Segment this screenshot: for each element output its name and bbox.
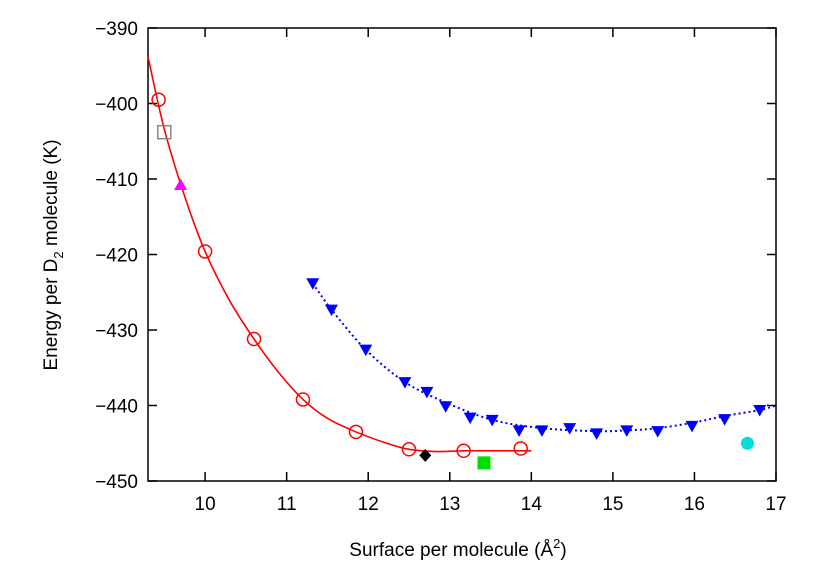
series-9 <box>740 436 754 450</box>
data-point <box>685 420 699 433</box>
data-point <box>563 423 577 435</box>
y-axis-title-prefix: Energy per D <box>41 259 62 371</box>
series-line <box>311 282 777 433</box>
y-axis-title-suffix: molecule (K) <box>41 139 62 251</box>
data-point <box>477 456 491 470</box>
data-point <box>295 392 311 407</box>
x-tick-label: 14 <box>521 494 543 515</box>
axis-ticks: 10 11 12 13 14 15 16 17 −450 −440 −430 −420 −410 −400… <box>95 19 786 515</box>
data-point <box>325 304 339 317</box>
y-tick-label: −420 <box>95 246 138 267</box>
x-tick-label: 12 <box>358 494 379 515</box>
series-5 <box>157 124 172 140</box>
x-axis-title-suffix: ) <box>560 540 566 561</box>
x-tick-label: 16 <box>684 494 705 515</box>
series-1 <box>151 92 528 459</box>
data-point <box>718 414 732 426</box>
data-point <box>401 442 417 457</box>
x-tick-label: 13 <box>439 494 460 515</box>
series-3 <box>306 278 767 440</box>
series-8 <box>477 456 491 470</box>
y-tick-label: −410 <box>95 170 138 191</box>
x-tick-label: 11 <box>277 494 297 515</box>
x-tick-label: 15 <box>602 494 623 515</box>
data-point <box>512 425 526 437</box>
data-point <box>419 448 432 462</box>
x-tick-label: 10 <box>195 494 216 515</box>
y-axis-title-sub: 2 <box>51 251 66 258</box>
series-2 <box>147 56 532 453</box>
data-point <box>348 424 364 440</box>
data-point <box>157 124 172 140</box>
plot-frame <box>147 27 777 482</box>
x-tick-label: 17 <box>765 494 786 515</box>
y-tick-label: −400 <box>95 95 138 116</box>
series-6 <box>174 178 188 191</box>
data-point <box>420 386 434 399</box>
x-axis-title-prefix: Surface per molecule (Å <box>349 540 553 561</box>
data-point <box>246 331 262 347</box>
series-layer <box>147 56 777 470</box>
series-line <box>147 56 532 453</box>
data-point <box>535 425 549 437</box>
y-tick-label: −440 <box>95 397 138 418</box>
x-axis-title: Surface per molecule (Å2) <box>349 536 566 561</box>
y-tick-label: −450 <box>95 472 138 493</box>
data-point <box>651 426 665 438</box>
data-point <box>740 436 754 450</box>
data-point <box>513 441 528 456</box>
y-axis-title: Energy per D2 molecule (K) <box>41 139 66 370</box>
data-point <box>590 428 604 440</box>
y-tick-label: −390 <box>95 19 138 40</box>
series-7 <box>419 448 432 462</box>
y-tick-label: −430 <box>95 321 138 342</box>
series-4 <box>311 282 777 433</box>
data-point <box>463 412 477 425</box>
x-axis-title-sup: 2 <box>553 536 560 551</box>
data-point <box>197 244 213 259</box>
data-point <box>174 178 188 191</box>
